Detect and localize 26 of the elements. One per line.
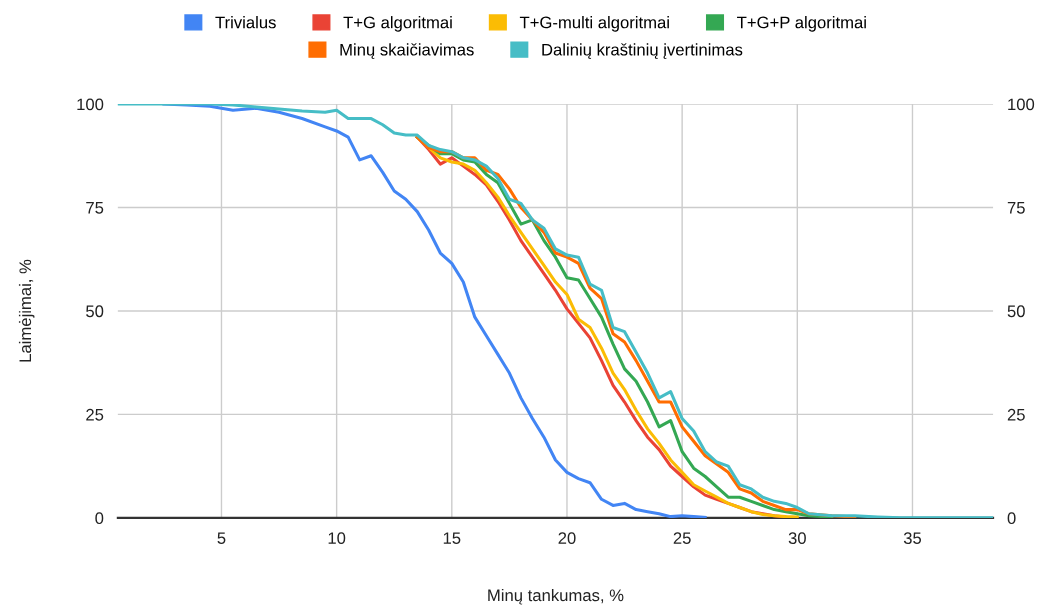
x-tick-label: 35 [903,532,922,545]
y2-tick-label: 100 [1008,98,1035,111]
y-tick-label: 75 [86,202,104,214]
x-tick-label: 25 [673,532,691,545]
legend-label: T+G+P algoritmai [737,16,866,32]
y2-tick-label: 50 [1007,305,1025,318]
y2-tick-label: 0 [1007,512,1016,525]
legend-label: T+G algoritmai [343,16,452,32]
x-tick-label: 30 [788,532,806,545]
x-tick-label: 10 [328,532,346,545]
x-tick-label: 20 [558,532,576,545]
y-tick-label: 50 [86,305,104,318]
y-axis-title: Laimėjimai, % [18,259,35,362]
y-tick-label: 100 [77,98,104,111]
x-axis-title: Minų tankumas, % [488,588,624,605]
x-tick-label: 15 [443,532,461,545]
x-tick-label: 5 [217,532,226,545]
y-tick-label: 0 [95,512,104,525]
line-series [117,104,994,518]
legend-label: Trivialus [215,16,276,29]
y2-tick-label: 75 [1007,202,1025,214]
legend-label: T+G-multi algoritmai [519,16,669,32]
legend-label: Minų skaičiavimas [340,43,474,59]
legend-label: Dalinių kraštinių įvertinimas [542,43,743,59]
y2-tick-label: 25 [1007,408,1025,421]
y-tick-label: 25 [86,408,104,421]
